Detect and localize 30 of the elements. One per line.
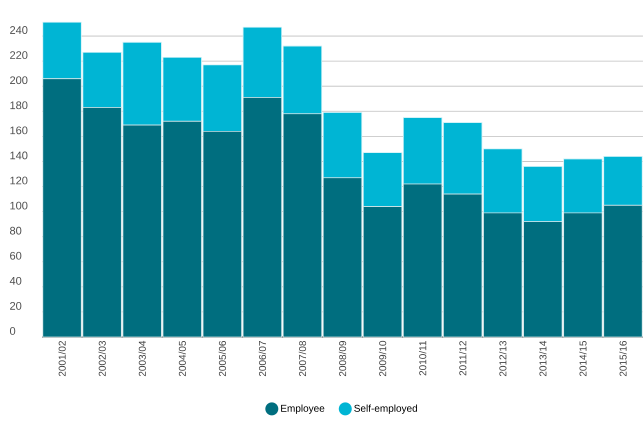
x-tick-label: 2012/13 bbox=[499, 340, 506, 376]
x-tick-label: 2004/05 bbox=[178, 340, 186, 376]
y-tick-label: 140 bbox=[10, 152, 28, 160]
y-tick-label: 60 bbox=[10, 252, 22, 260]
y-tick-label: 100 bbox=[10, 202, 28, 210]
y-tick-label: 40 bbox=[10, 276, 22, 285]
y-tick-label: 0 bbox=[10, 327, 16, 335]
y-tick-label: 240 bbox=[10, 26, 28, 34]
legend-label: Self-employed bbox=[354, 404, 418, 414]
x-tick-label: 2002/03 bbox=[98, 340, 106, 376]
x-tick-label: 2015/16 bbox=[619, 340, 627, 376]
x-tick-label: 2007/08 bbox=[298, 340, 306, 376]
x-tick-label: 2013/14 bbox=[539, 340, 546, 376]
x-tick-label: 2001/02 bbox=[58, 341, 66, 376]
y-tick-label: 80 bbox=[10, 226, 22, 235]
y-tick-label: 160 bbox=[10, 126, 28, 134]
x-tick-label: 2010/11 bbox=[418, 341, 426, 376]
x-tick-label: 2006/07 bbox=[258, 341, 266, 376]
x-tick-label: 2014/15 bbox=[579, 340, 587, 376]
y-tick-label: 120 bbox=[10, 176, 28, 184]
x-tick-label: 2011/12 bbox=[459, 341, 466, 376]
x-tick-label: 2003/04 bbox=[138, 340, 146, 376]
y-tick-label: 200 bbox=[10, 76, 28, 84]
x-tick-label: 2008/09 bbox=[338, 340, 346, 376]
y-tick-label: 180 bbox=[10, 101, 28, 110]
y-tick-label: 220 bbox=[10, 51, 28, 60]
y-tick-label: 20 bbox=[10, 302, 22, 310]
x-tick-label: 2009/10 bbox=[378, 340, 386, 376]
x-tick-label: 2005/06 bbox=[218, 340, 226, 376]
legend-label: Employee bbox=[281, 404, 324, 414]
